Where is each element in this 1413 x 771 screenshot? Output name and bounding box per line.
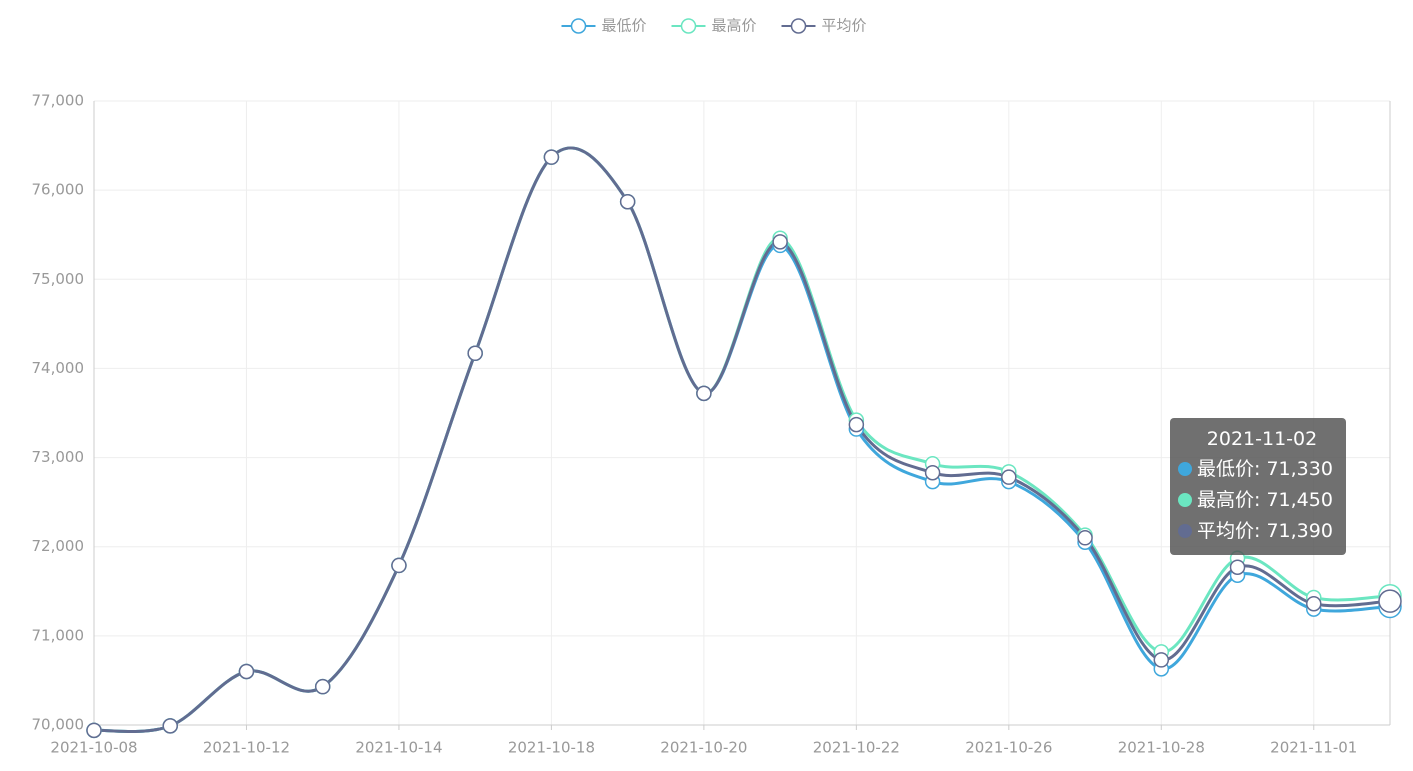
tooltip-dot [1178,524,1192,538]
tooltip-row: 最低价71,330 [1178,456,1346,487]
tooltip-row: 平均价71,390 [1178,518,1346,549]
point [696,385,712,402]
point [543,149,560,165]
tooltip-series: 平均价 [1197,520,1255,542]
tooltip-row: 最高价71,450 [1178,487,1346,518]
x-tick-label: 2021-10-20 [660,739,747,757]
x-tick-label: 2021-10-22 [813,739,900,757]
x-tick-label: 2021-10-26 [965,739,1052,757]
x-tick-label: 2021-10-28 [1118,739,1205,757]
point [391,557,407,574]
tooltip-title: 2021-11-02 [1206,428,1318,450]
y-tick-label: 73,000 [32,448,85,466]
point [1001,469,1017,485]
point [1229,559,1246,575]
y-tick-label: 74,000 [32,359,85,377]
x-tick-label: 2021-10-18 [508,739,595,757]
x-tick-label: 2021-10-08 [50,739,137,757]
legend-marker [570,18,587,34]
legend-marker [790,18,807,34]
y-tick-label: 77,000 [32,92,85,110]
point [924,464,941,481]
y-tick-label: 71,000 [32,626,85,644]
point [1306,596,1322,612]
tooltip-series: 最高价 [1197,489,1255,511]
y-tick-label: 70,000 [32,716,85,734]
y-tick-label: 72,000 [32,537,85,555]
tooltip-value: 71,330 [1254,458,1333,480]
tooltip-series: 最低价 [1197,458,1255,480]
tooltip: 2021-11-02 最低价71,330最高价71,450平均价71,390 [1170,418,1346,555]
x-tick-label: 2021-11-01 [1270,739,1357,757]
point [238,663,255,680]
legend-label: 最高价 [712,17,757,35]
x-tick-label: 2021-10-12 [203,739,290,757]
y-tick-label: 76,000 [32,181,85,199]
point [467,345,483,362]
legend-marker [680,18,697,34]
tooltip-value: 71,450 [1254,489,1333,511]
legend-label: 平均价 [822,17,867,35]
point [1153,652,1170,668]
point [1378,589,1402,613]
x-tick-label: 2021-10-14 [355,739,442,757]
point [1077,530,1093,546]
point [848,416,865,433]
tooltip-value: 71,390 [1254,520,1333,542]
y-tick-label: 75,000 [32,270,85,288]
point [162,718,178,734]
legend-label: 最低价 [602,17,647,35]
point [772,234,788,250]
tooltip-dot [1178,462,1192,476]
point [314,678,331,695]
point [86,722,102,739]
point [619,193,636,210]
tooltip-dot [1178,493,1192,507]
